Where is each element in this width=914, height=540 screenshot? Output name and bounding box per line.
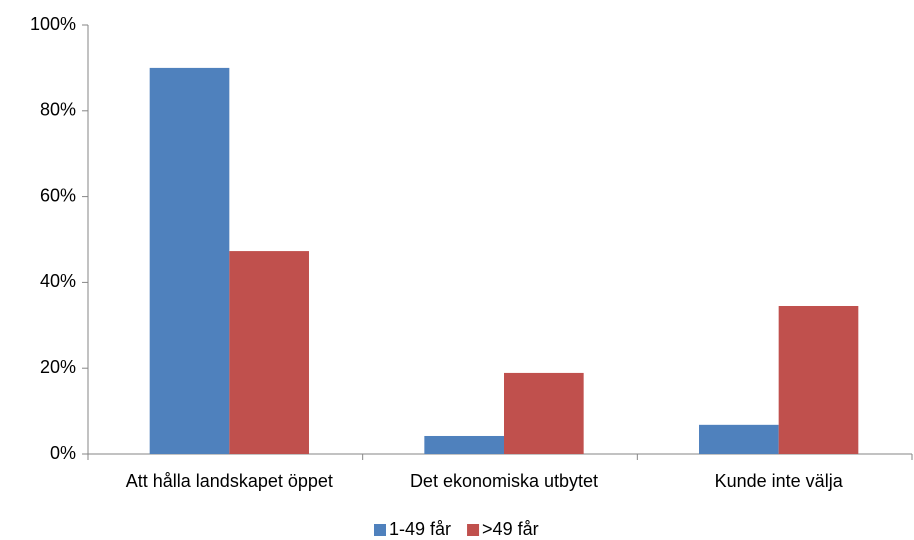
x-tick-label: Kunde inte välja	[715, 471, 844, 491]
x-tick-label: Att hålla landskapet öppet	[126, 471, 333, 491]
bar	[699, 424, 779, 454]
x-tick-label: Det ekonomiska utbytet	[410, 471, 598, 491]
y-tick-label: 20%	[40, 357, 76, 377]
y-tick-label: 60%	[40, 185, 76, 205]
legend-label: 1-49 får	[389, 519, 451, 539]
y-tick-label: 80%	[40, 100, 76, 120]
bar	[229, 251, 309, 454]
bar	[424, 435, 504, 454]
bar	[504, 372, 584, 454]
y-tick-label: 40%	[40, 271, 76, 291]
bar	[778, 305, 859, 454]
y-tick-label: 100%	[30, 14, 76, 34]
legend-swatch	[374, 524, 386, 536]
y-tick-label: 0%	[50, 443, 76, 463]
legend-label: >49 får	[482, 519, 539, 539]
bar	[149, 67, 230, 455]
legend-swatch	[467, 524, 480, 536]
